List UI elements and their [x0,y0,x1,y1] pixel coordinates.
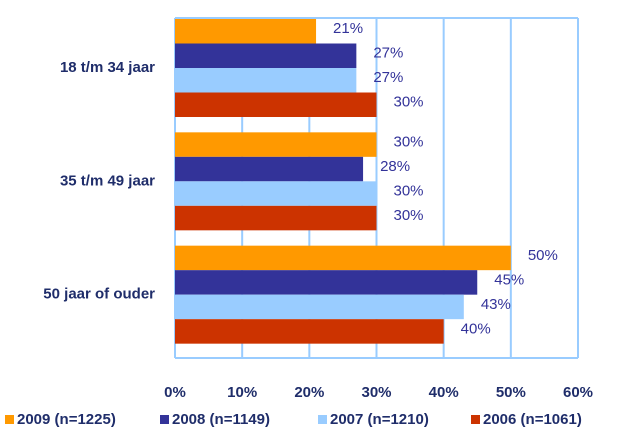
data-label: 27% [373,45,403,62]
legend-label: 2008 (n=1149) [172,411,270,428]
data-label: 30% [394,94,424,111]
data-label: 45% [494,271,524,288]
bar [175,92,377,117]
x-tick-label: 10% [227,384,257,401]
data-label: 28% [380,158,410,175]
data-label: 40% [461,320,491,337]
bar [175,319,444,344]
legend-label: 2007 (n=1210) [330,411,429,428]
x-tick-label: 20% [294,384,324,401]
data-label: 27% [373,69,403,86]
bar [175,43,357,68]
x-tick-label: 60% [563,384,593,401]
x-tick-label: 30% [361,384,391,401]
data-label: 30% [394,183,424,200]
bar [175,19,317,44]
bar [175,132,377,157]
category-label: 35 t/m 49 jaar [60,172,155,189]
bar [175,245,511,271]
legend-swatch [160,415,169,424]
legend-label: 2009 (n=1225) [17,411,116,428]
x-tick-label: 50% [496,384,526,401]
data-label: 30% [394,207,424,224]
x-tick-label: 0% [164,384,186,401]
legend-swatch [318,415,327,424]
bar [175,156,364,182]
bar [175,68,357,93]
category-label: 18 t/m 34 jaar [60,59,155,76]
legend-swatch [5,415,14,424]
bar [175,270,478,295]
legend-swatch [471,415,480,424]
legend-label: 2006 (n=1061) [483,411,582,428]
data-label: 50% [528,247,558,264]
category-label: 50 jaar of ouder [43,286,155,303]
data-label: 21% [333,20,363,37]
data-label: 30% [394,134,424,151]
bar [175,205,377,231]
bar [175,294,464,320]
data-label: 43% [481,296,511,313]
bar [175,181,377,206]
x-tick-label: 40% [429,384,459,401]
